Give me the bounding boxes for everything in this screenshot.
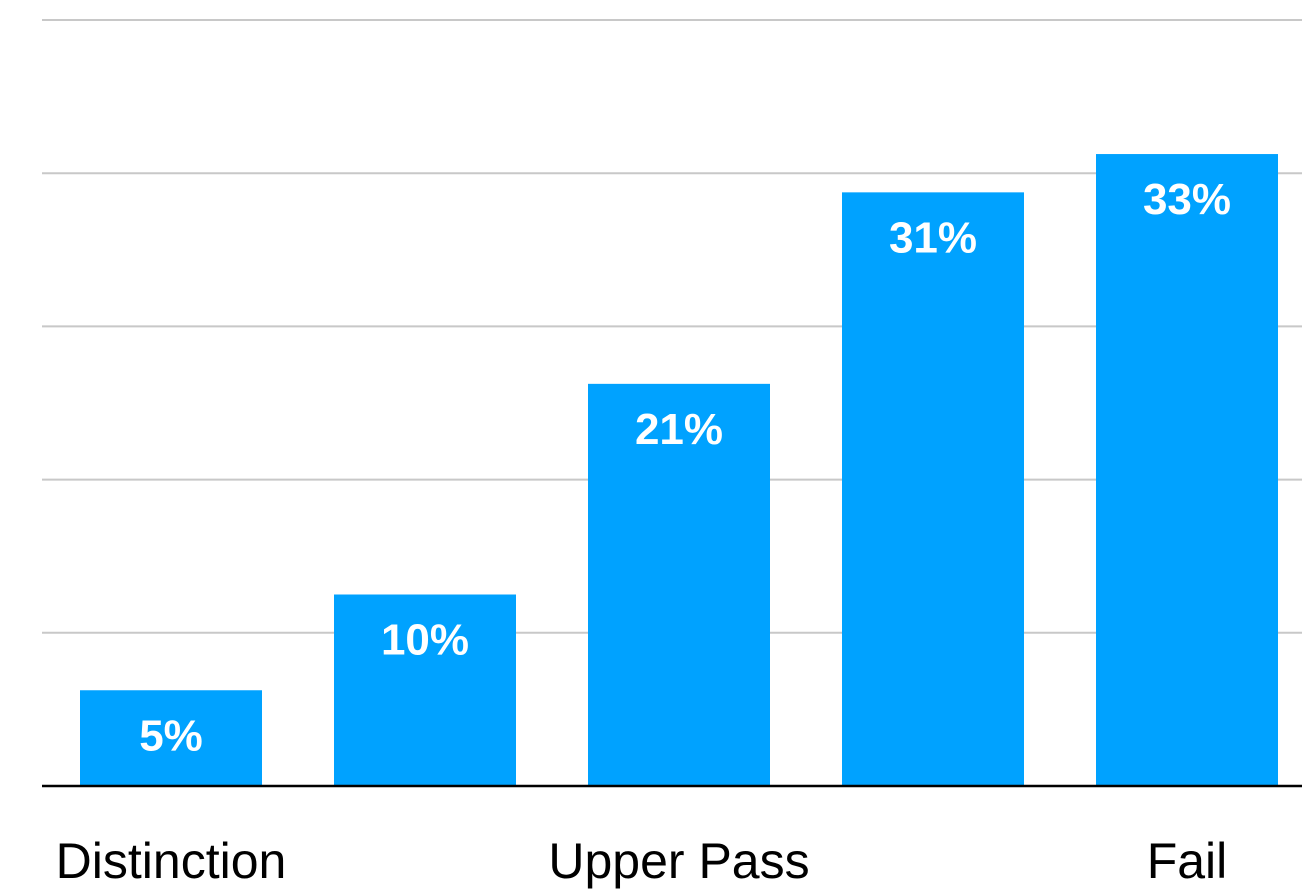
x-tick-label: Distinction: [56, 833, 287, 889]
x-tick-label: Upper Pass: [548, 833, 809, 889]
bar-value-label: 21%: [635, 405, 723, 454]
bar-5: [1096, 154, 1278, 787]
bars: [80, 154, 1278, 787]
bar-1: [80, 690, 262, 786]
bar-value-label: 5%: [139, 711, 203, 760]
bar-3: [588, 383, 770, 786]
bar-value-label: 33%: [1143, 175, 1231, 224]
bar-value-labels: 5% 10% 21% 31% 33%: [139, 175, 1231, 760]
x-tick-labels: Distinction Upper Pass Fail: [56, 833, 1228, 889]
bar-4: [842, 192, 1024, 787]
bar-value-label: 31%: [889, 213, 977, 262]
bar-2: [334, 594, 516, 786]
bar-value-label: 10%: [381, 616, 469, 665]
gridlines: [42, 19, 1302, 634]
x-tick-label: Fail: [1147, 833, 1228, 889]
